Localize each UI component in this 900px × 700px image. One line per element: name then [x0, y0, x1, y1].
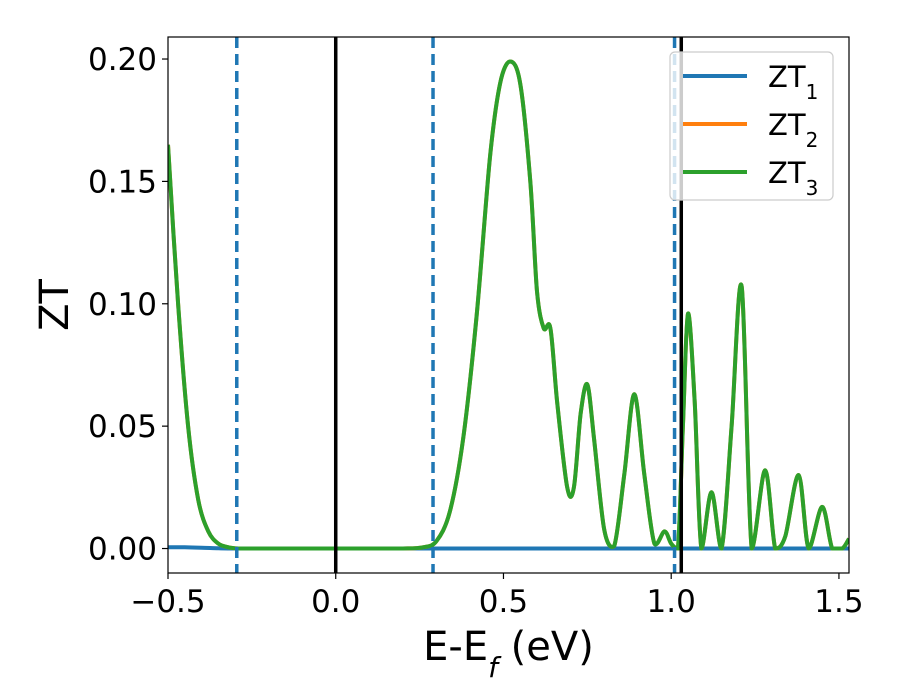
legend-label-zt3: ZT3 [768, 156, 818, 200]
x-axis-title-main: E-E [423, 624, 488, 670]
legend-box [669, 51, 834, 201]
y-tick-label: 0.20 [88, 42, 157, 78]
x-axis-title: E-Ef (eV) [423, 624, 594, 684]
plot-area [168, 37, 849, 573]
x-tick-label: 1.0 [647, 584, 696, 620]
x-tick-label: 0.5 [479, 584, 528, 620]
y-axis-title: ZT [32, 279, 78, 331]
x-tick-label: 1.5 [814, 584, 863, 620]
axis-ticks: −0.5 0.0 0.5 1.0 1.5 0.00 0.05 0.10 0.15 0.20 [88, 42, 864, 620]
y-tick-label: 0.05 [88, 409, 157, 445]
plot-frame [167, 36, 850, 574]
legend-label-zt2: ZT2 [768, 108, 818, 152]
x-axis-title-unit: (eV) [498, 624, 594, 670]
x-tick-label: 0.0 [311, 584, 360, 620]
legend-label-zt1: ZT1 [768, 60, 818, 104]
y-tick-label: 0.15 [88, 164, 157, 200]
x-tick-label: −0.5 [130, 584, 205, 620]
y-tick-label: 0.10 [88, 287, 157, 323]
series-line-zt3 [168, 59, 849, 551]
y-tick-label: 0.00 [88, 532, 157, 568]
